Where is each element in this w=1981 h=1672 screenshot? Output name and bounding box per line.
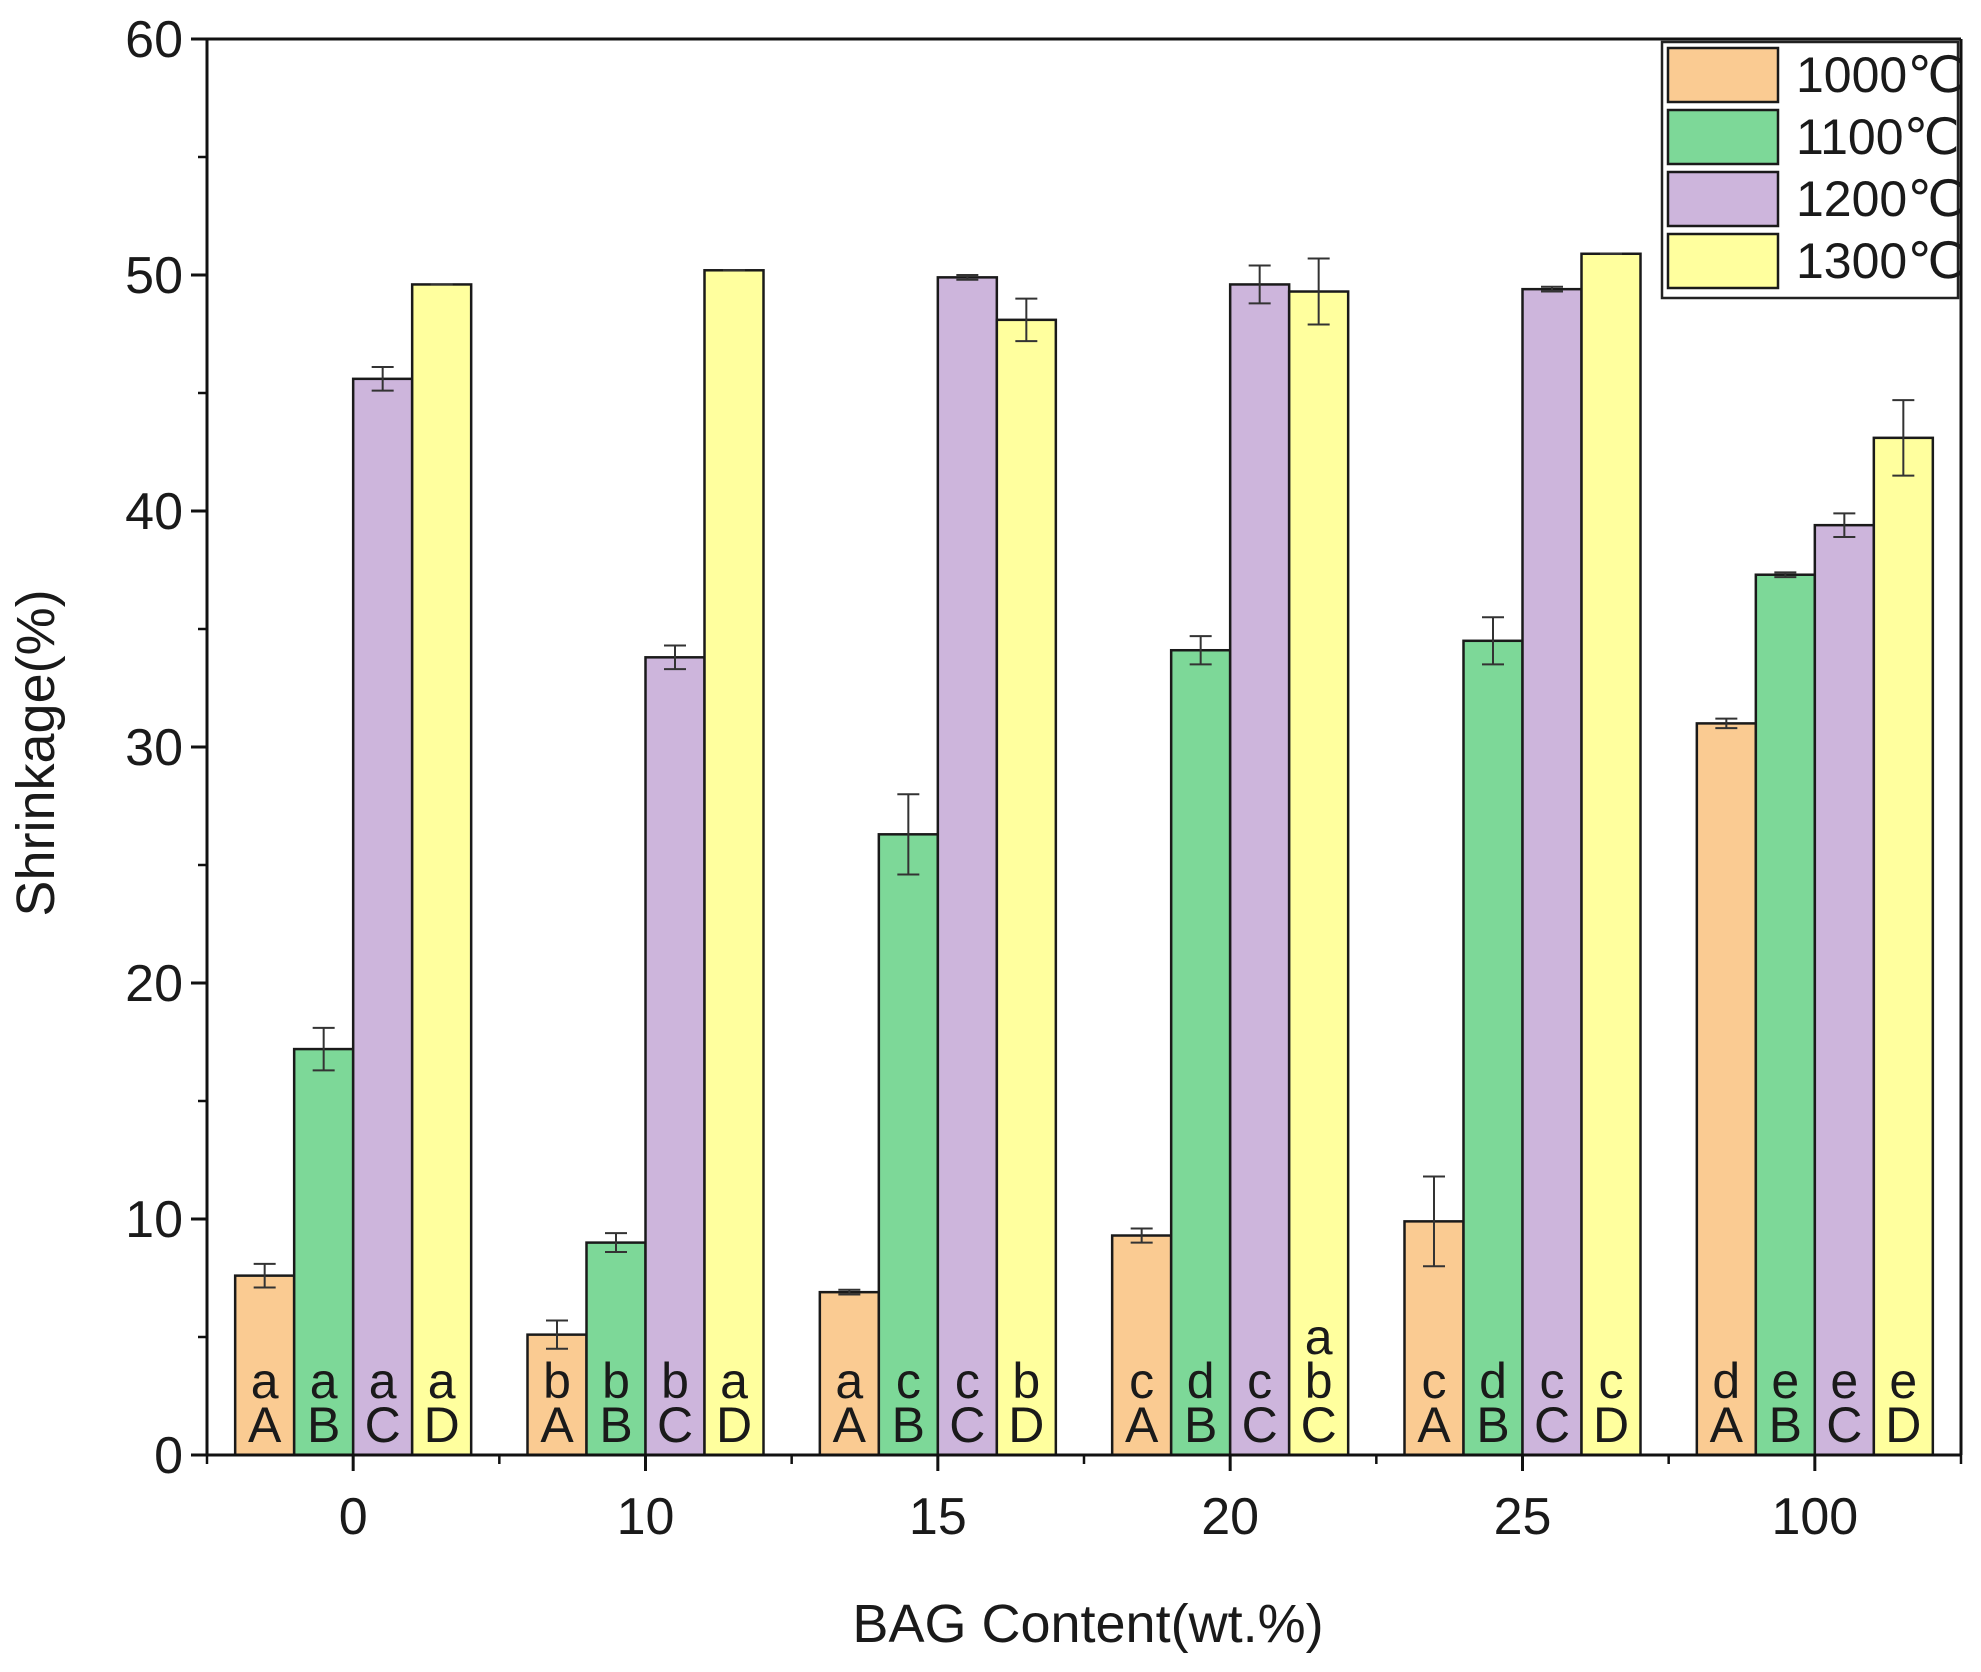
- significance-letter: a: [310, 1353, 338, 1409]
- significance-letter: C: [1534, 1397, 1570, 1453]
- y-tick-label: 30: [125, 719, 183, 777]
- significance-letters-layer: aAbAaAcAcAdAaBbBcBdBdBeBaCbCcCcCcCeCaDaD…: [248, 1309, 1921, 1453]
- significance-letter: A: [833, 1397, 867, 1453]
- error-bars-layer: [253, 252, 1915, 1350]
- significance-letter: A: [1710, 1397, 1744, 1453]
- significance-letter: B: [307, 1397, 340, 1453]
- significance-letter: a: [428, 1353, 456, 1409]
- y-tick-label: 60: [125, 11, 183, 69]
- significance-letter: B: [1769, 1397, 1802, 1453]
- y-tick-label: 20: [125, 955, 183, 1013]
- significance-letter: B: [892, 1397, 925, 1453]
- significance-letter: C: [657, 1397, 693, 1453]
- bar-0-series-0: [233, 1274, 296, 1457]
- x-tick-label: 20: [1201, 1488, 1259, 1546]
- y-tick-label: 50: [125, 247, 183, 305]
- y-tick-label: 0: [154, 1427, 183, 1485]
- significance-letter: b: [661, 1353, 689, 1409]
- bar-100-series-3: [1872, 436, 1935, 1457]
- significance-letter: B: [599, 1397, 632, 1453]
- y-axis-title: Shrinkage(%): [6, 589, 66, 916]
- significance-letter: D: [1008, 1397, 1044, 1453]
- axes-layer: 0 10 20 30 40 50 60 0 10 15 20 25 100: [125, 11, 1963, 1546]
- significance-letter: c: [1540, 1353, 1565, 1409]
- x-tick-label: 100: [1771, 1488, 1858, 1546]
- bar-0-series-2: [351, 377, 414, 1457]
- significance-letter: C: [365, 1397, 401, 1453]
- legend-label: 1200℃: [1796, 171, 1963, 227]
- bar-25-series-1: [1462, 639, 1524, 1457]
- bar-100-series-2: [1813, 523, 1876, 1457]
- bar-15-series-2: [936, 276, 999, 1457]
- bar-0-series-3: [410, 283, 473, 1457]
- bar-20-series-3: [1287, 290, 1350, 1457]
- x-tick-label: 15: [909, 1488, 967, 1546]
- legend-label: 1100℃: [1796, 109, 1960, 165]
- bar-10-series-0: [526, 1333, 588, 1457]
- significance-letter: b: [1305, 1353, 1333, 1409]
- bar-20-series-1: [1169, 648, 1232, 1457]
- significance-letter: c: [1422, 1353, 1447, 1409]
- significance-letter: d: [1187, 1353, 1215, 1409]
- y-tick-label: 40: [125, 483, 183, 541]
- significance-letter: B: [1184, 1397, 1217, 1453]
- bar-15-series-3: [995, 318, 1058, 1457]
- significance-letter: A: [1125, 1397, 1159, 1453]
- x-tick-label: 25: [1494, 1488, 1552, 1546]
- significance-letter: b: [602, 1353, 630, 1409]
- bar-25-series-2: [1521, 287, 1583, 1457]
- bar-20-series-2: [1228, 283, 1291, 1457]
- legend: 1000℃ 1100℃ 1200℃ 1300℃: [1660, 40, 1963, 300]
- x-tick-label: 0: [339, 1488, 368, 1546]
- significance-letter: a: [835, 1353, 863, 1409]
- significance-letter: b: [543, 1353, 571, 1409]
- bar-100-series-1: [1754, 573, 1817, 1457]
- significance-letter: D: [424, 1397, 460, 1453]
- legend-label: 1000℃: [1796, 47, 1963, 103]
- significance-letter: e: [1889, 1353, 1917, 1409]
- legend-swatch-2: [1666, 170, 1780, 228]
- significance-letter: a: [720, 1353, 748, 1409]
- significance-letter: c: [1129, 1353, 1154, 1409]
- significance-letter: a: [1305, 1309, 1333, 1365]
- significance-letter: c: [955, 1353, 980, 1409]
- significance-letter: d: [1479, 1353, 1507, 1409]
- significance-letter: D: [1885, 1397, 1921, 1453]
- bar-100-series-0: [1695, 722, 1758, 1457]
- significance-letter: c: [1247, 1353, 1272, 1409]
- significance-letter: A: [248, 1397, 282, 1453]
- significance-letter: b: [1012, 1353, 1040, 1409]
- legend-swatch-0: [1666, 46, 1780, 104]
- significance-letter: e: [1830, 1353, 1858, 1409]
- significance-letter: a: [369, 1353, 397, 1409]
- bar-10-series-2: [644, 656, 706, 1457]
- significance-letter: a: [251, 1353, 279, 1409]
- significance-letter: A: [1417, 1397, 1451, 1453]
- legend-label: 1300℃: [1796, 233, 1963, 289]
- bars-layer: [233, 252, 1935, 1457]
- legend-swatch-1: [1666, 108, 1780, 166]
- bar-15-series-1: [877, 833, 940, 1457]
- y-tick-label: 10: [125, 1191, 183, 1249]
- bar-10-series-3: [703, 269, 765, 1457]
- x-axis-title: BAG Content(wt.%): [852, 1594, 1323, 1654]
- significance-letter: c: [1599, 1353, 1624, 1409]
- significance-letter: C: [1242, 1397, 1278, 1453]
- significance-letter: D: [716, 1397, 752, 1453]
- significance-letter: A: [540, 1397, 574, 1453]
- significance-letter: e: [1771, 1353, 1799, 1409]
- bar-0-series-1: [292, 1047, 355, 1457]
- significance-letter: B: [1476, 1397, 1509, 1453]
- significance-letter: C: [1301, 1397, 1337, 1453]
- bar-25-series-3: [1580, 252, 1642, 1457]
- significance-letter: d: [1712, 1353, 1740, 1409]
- significance-letter: C: [1826, 1397, 1862, 1453]
- legend-swatch-3: [1666, 232, 1780, 290]
- significance-letter: D: [1593, 1397, 1629, 1453]
- x-tick-label: 10: [617, 1488, 675, 1546]
- significance-letter: c: [896, 1353, 921, 1409]
- significance-letter: C: [949, 1397, 985, 1453]
